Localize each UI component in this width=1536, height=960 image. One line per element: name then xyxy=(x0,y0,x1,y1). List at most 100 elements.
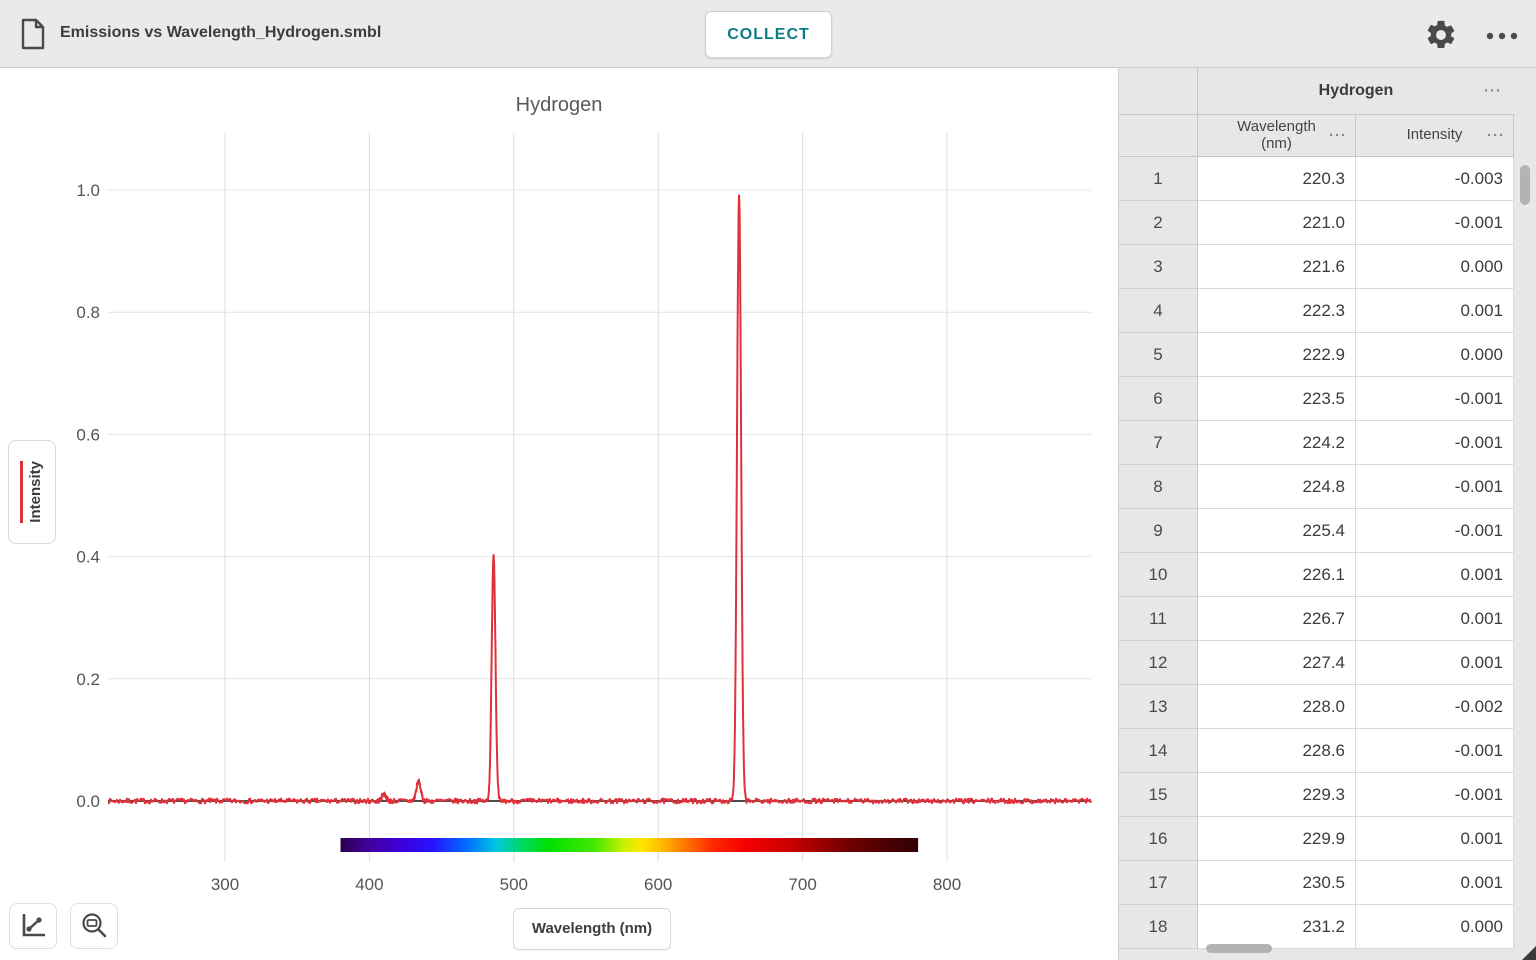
intensity-cell[interactable]: -0.001 xyxy=(1356,201,1514,245)
panel-resize-handle[interactable] xyxy=(1522,946,1536,960)
intensity-cell[interactable]: 0.001 xyxy=(1356,553,1514,597)
intensity-cell[interactable]: 0.001 xyxy=(1356,289,1514,333)
wavelength-column-menu-icon[interactable]: ··· xyxy=(1329,126,1347,144)
x-tick-label: 300 xyxy=(211,875,239,894)
intensity-cell[interactable]: 0.001 xyxy=(1356,817,1514,861)
chart-title: Hydrogen xyxy=(515,94,603,116)
table-row: 6 223.5 -0.001 xyxy=(1119,377,1514,421)
series-color-indicator xyxy=(20,461,23,523)
table-row: 18 231.2 0.000 xyxy=(1119,905,1514,949)
zoom-fit-icon xyxy=(82,913,107,938)
row-number-cell: 15 xyxy=(1119,773,1198,817)
x-tick-label: 700 xyxy=(788,875,816,894)
column-header-wavelength[interactable]: Wavelength (nm) ··· xyxy=(1198,115,1356,157)
intensity-column-menu-icon[interactable]: ··· xyxy=(1487,126,1505,144)
wavelength-cell[interactable]: 230.5 xyxy=(1198,861,1356,905)
intensity-cell[interactable]: -0.003 xyxy=(1356,157,1514,201)
table-row: 8 224.8 -0.001 xyxy=(1119,465,1514,509)
intensity-cell[interactable]: 0.000 xyxy=(1356,333,1514,377)
y-axis-label: Intensity xyxy=(27,461,44,523)
row-number-cell: 8 xyxy=(1119,465,1198,509)
intensity-cell[interactable]: -0.002 xyxy=(1356,685,1514,729)
graph-options-icon xyxy=(22,914,45,937)
intensity-cell[interactable]: 0.000 xyxy=(1356,245,1514,289)
wavelength-cell[interactable]: 221.0 xyxy=(1198,201,1356,245)
vertical-scrollbar[interactable] xyxy=(1520,165,1530,205)
table-row: 14 228.6 -0.001 xyxy=(1119,729,1514,773)
column-label-wavelength: Wavelength (nm) xyxy=(1237,118,1316,152)
wavelength-cell[interactable]: 228.0 xyxy=(1198,685,1356,729)
row-number-cell: 13 xyxy=(1119,685,1198,729)
zoom-fit-button[interactable] xyxy=(70,903,118,949)
dataset-title: Hydrogen xyxy=(1318,82,1394,99)
table-row: 17 230.5 0.001 xyxy=(1119,861,1514,905)
horizontal-scrollbar[interactable] xyxy=(1206,944,1272,953)
intensity-cell[interactable]: -0.001 xyxy=(1356,773,1514,817)
intensity-cell[interactable]: 0.001 xyxy=(1356,597,1514,641)
wavelength-cell[interactable]: 227.4 xyxy=(1198,641,1356,685)
y-tick-label: 0.8 xyxy=(76,303,100,322)
x-tick-label: 800 xyxy=(933,875,961,894)
wavelength-cell[interactable]: 222.9 xyxy=(1198,333,1356,377)
table-row: 3 221.6 0.000 xyxy=(1119,245,1514,289)
spectrum-plot[interactable]: 300 400 500 600 700 800 0.0 0.2 0.4 0.6 0.8 1.0 xyxy=(0,68,1118,960)
dataset-menu-icon[interactable]: ··· xyxy=(1484,82,1502,100)
wavelength-cell[interactable]: 224.2 xyxy=(1198,421,1356,465)
intensity-cell[interactable]: -0.001 xyxy=(1356,465,1514,509)
collect-button[interactable]: COLLECT xyxy=(705,11,832,58)
wavelength-cell[interactable]: 222.3 xyxy=(1198,289,1356,333)
x-tick-label: 600 xyxy=(644,875,672,894)
row-number-cell: 10 xyxy=(1119,553,1198,597)
data-table-panel: Hydrogen ··· Wavelength (nm) ··· Intensi… xyxy=(1118,68,1536,960)
intensity-cell[interactable]: -0.001 xyxy=(1356,509,1514,553)
graph-options-button[interactable] xyxy=(9,903,57,949)
y-tick-label: 1.0 xyxy=(76,181,100,200)
wavelength-cell[interactable]: 224.8 xyxy=(1198,465,1356,509)
column-label-intensity: Intensity xyxy=(1406,126,1463,144)
row-number-cell: 1 xyxy=(1119,157,1198,201)
row-number-cell: 16 xyxy=(1119,817,1198,861)
wavelength-cell[interactable]: 225.4 xyxy=(1198,509,1356,553)
x-axis-label-button[interactable]: Wavelength (nm) xyxy=(513,908,671,950)
wavelength-cell[interactable]: 229.3 xyxy=(1198,773,1356,817)
table-row: 9 225.4 -0.001 xyxy=(1119,509,1514,553)
row-number-cell: 2 xyxy=(1119,201,1198,245)
wavelength-cell[interactable]: 229.9 xyxy=(1198,817,1356,861)
y-tick-label: 0.0 xyxy=(76,792,100,811)
row-number-cell: 18 xyxy=(1119,905,1198,949)
intensity-cell[interactable]: -0.001 xyxy=(1356,729,1514,773)
visible-spectrum-bar xyxy=(340,838,919,852)
table-row: 5 222.9 0.000 xyxy=(1119,333,1514,377)
table-row: 2 221.0 -0.001 xyxy=(1119,201,1514,245)
table-row: 1 220.3 -0.003 xyxy=(1119,157,1514,201)
intensity-cell[interactable]: -0.001 xyxy=(1356,421,1514,465)
gear-icon[interactable] xyxy=(1424,18,1458,52)
intensity-cell[interactable]: 0.001 xyxy=(1356,861,1514,905)
table-body: 1 220.3 -0.003 2 221.0 -0.001 3 221.6 0.000 4 222.… xyxy=(1119,157,1514,949)
intensity-cell[interactable]: 0.000 xyxy=(1356,905,1514,949)
wavelength-cell[interactable]: 231.2 xyxy=(1198,905,1356,949)
intensity-cell[interactable]: -0.001 xyxy=(1356,377,1514,421)
y-tick-label: 0.2 xyxy=(76,670,100,689)
table-row: 12 227.4 0.001 xyxy=(1119,641,1514,685)
wavelength-cell[interactable]: 221.6 xyxy=(1198,245,1356,289)
wavelength-cell[interactable]: 220.3 xyxy=(1198,157,1356,201)
wavelength-cell[interactable]: 228.6 xyxy=(1198,729,1356,773)
wavelength-cell[interactable]: 226.1 xyxy=(1198,553,1356,597)
row-number-cell: 11 xyxy=(1119,597,1198,641)
intensity-cell[interactable]: 0.001 xyxy=(1356,641,1514,685)
column-header-intensity[interactable]: Intensity ··· xyxy=(1356,115,1514,157)
row-number-cell: 14 xyxy=(1119,729,1198,773)
row-number-header xyxy=(1119,115,1198,157)
row-number-cell: 7 xyxy=(1119,421,1198,465)
table-corner-cell xyxy=(1119,68,1198,115)
wavelength-cell[interactable]: 226.7 xyxy=(1198,597,1356,641)
y-tick-label: 0.4 xyxy=(76,548,100,567)
ellipsis-menu-icon[interactable] xyxy=(1484,24,1520,48)
row-number-cell: 9 xyxy=(1119,509,1198,553)
row-number-cell: 4 xyxy=(1119,289,1198,333)
table-row: 11 226.7 0.001 xyxy=(1119,597,1514,641)
wavelength-cell[interactable]: 223.5 xyxy=(1198,377,1356,421)
y-axis-label-button[interactable]: Intensity xyxy=(8,440,56,544)
dataset-header[interactable]: Hydrogen ··· xyxy=(1198,68,1514,115)
